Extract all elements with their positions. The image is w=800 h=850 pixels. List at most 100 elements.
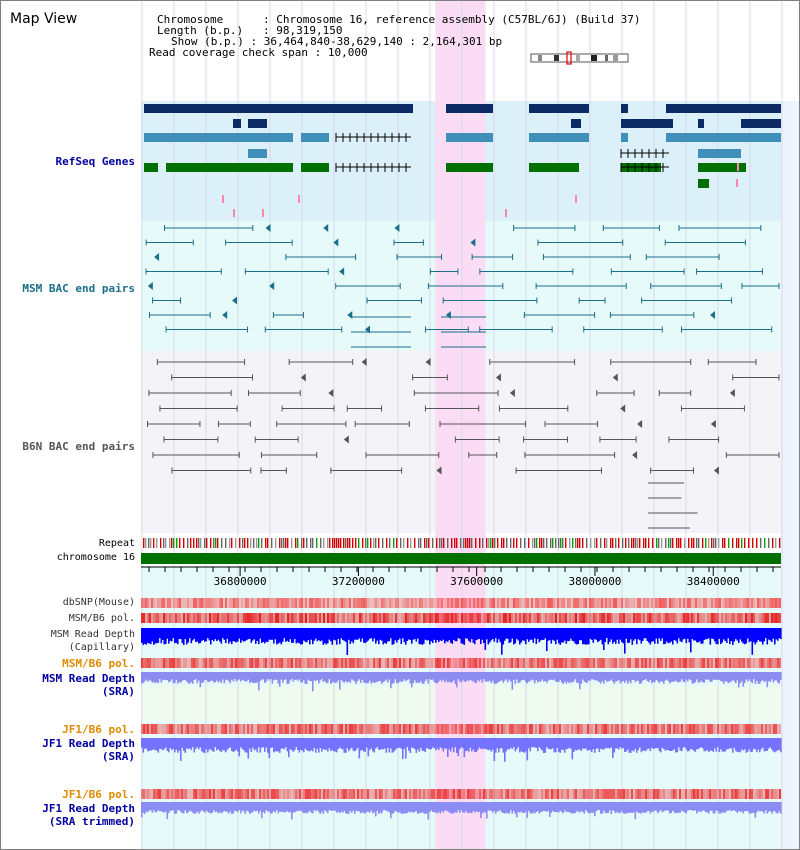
msm-b6-pol-strip [263, 613, 265, 623]
dbsnp-strip [673, 598, 675, 608]
dbsnp-strip [583, 598, 585, 608]
msm-read-depth-cap-bar [250, 628, 253, 643]
msm-read-depth-cap-bar [529, 628, 532, 640]
dbsnp-strip [541, 598, 543, 608]
track-label-msm-bac[interactable]: MSM BAC end pairs [22, 282, 135, 295]
msm-read-depth-sra-bar [480, 672, 482, 680]
jf1-b6-pol-strip [597, 724, 599, 734]
track-label-jf1-read-depth-trim: JF1 Read Depth [42, 802, 135, 815]
repeat-mark [696, 538, 698, 548]
msm-b6-pol-strip [307, 613, 309, 623]
repeat-mark [494, 538, 496, 548]
jf1-b6-pol-strip [227, 724, 229, 734]
msm-read-depth-sra-bar [223, 672, 226, 684]
msm-b6-pol-strip [309, 613, 311, 623]
msm-read-depth-cap-bar [321, 628, 323, 641]
jf1-read-depth-trim-bar [204, 802, 206, 813]
dbsnp-strip [581, 598, 583, 608]
dbsnp-strip [187, 598, 189, 608]
msm-read-depth-sra-bar [577, 672, 580, 684]
msm-b6-pol-strip [407, 613, 409, 623]
msm-read-depth-cap-bar [370, 628, 373, 639]
jf1-read-depth-bar [157, 738, 160, 753]
jf1-read-depth-trim-bar [199, 802, 202, 812]
msm-read-depth-sra-bar [522, 672, 524, 681]
msm-read-depth-sra-bar [328, 672, 331, 680]
jf1-read-depth-bar [282, 738, 284, 749]
msm-read-depth-cap-bar [204, 628, 206, 642]
jf1-b6-pol-strip [151, 724, 153, 734]
jf1-read-depth-bar [613, 738, 616, 753]
msm-b6-pol-sra-strip [303, 658, 305, 668]
jf1-b6-pol-strip [385, 724, 387, 734]
msm-b6-pol-sra-strip [479, 658, 481, 668]
dbsnp-strip [659, 598, 661, 608]
jf1-read-depth-trim-bar [639, 802, 641, 813]
msm-b6-pol-strip [333, 613, 335, 623]
jf1-read-depth-trim-bar [430, 802, 433, 811]
msm-read-depth-sra-bar [588, 672, 590, 681]
msm-read-depth-cap-bar [451, 628, 454, 644]
msm-b6-pol-sra-strip [727, 658, 729, 668]
msm-read-depth-sra-bar [217, 672, 220, 683]
dbsnp-strip [643, 598, 645, 608]
msm-b6-pol-strip [391, 613, 393, 623]
jf1-read-depth-bar [253, 738, 256, 751]
jf1-read-depth-trim-bar [774, 802, 776, 812]
jf1-read-depth-trim-bar [210, 802, 212, 814]
jf1-b6-pol-strip [723, 724, 725, 734]
jf1-b6-pol-trim-strip [283, 789, 285, 799]
msm-read-depth-sra-bar [552, 672, 554, 681]
msm-read-depth-cap-bar [148, 628, 151, 644]
jf1-b6-pol-strip [331, 724, 333, 734]
dbsnp-strip [289, 598, 291, 608]
msm-read-depth-cap-bar [694, 628, 697, 641]
gene-bar [301, 133, 329, 142]
jf1-b6-pol-trim-strip [617, 789, 619, 799]
dbsnp-strip [165, 598, 167, 608]
msm-b6-pol-strip [755, 613, 757, 623]
repeat-mark [672, 538, 674, 548]
msm-b6-pol-strip [187, 613, 189, 623]
repeat-mark [323, 538, 325, 548]
track-label-refseq[interactable]: RefSeq Genes [55, 155, 135, 168]
jf1-read-depth-bar [544, 738, 547, 753]
jf1-b6-pol-trim-strip [239, 789, 241, 799]
gene-mark [737, 163, 739, 171]
msm-b6-pol-strip [549, 613, 551, 623]
jf1-b6-pol-strip [497, 724, 499, 734]
msm-b6-pol-strip [335, 613, 337, 623]
msm-read-depth-cap-bar [322, 628, 325, 645]
jf1-b6-pol-trim-strip [693, 789, 695, 799]
msm-read-depth-sra-bar [445, 672, 448, 681]
jf1-b6-pol-strip [663, 724, 665, 734]
msm-b6-pol-sra-strip [309, 658, 311, 668]
msm-read-depth-cap-bar [502, 628, 505, 645]
axis-tick-label: 37200000 [332, 575, 385, 588]
msm-read-depth-cap-bar [229, 628, 232, 642]
msm-b6-pol-sra-strip [555, 658, 557, 668]
msm-read-depth-cap-bar [726, 628, 728, 643]
jf1-read-depth-trim-bar [720, 802, 722, 814]
jf1-read-depth-trim-bar [249, 802, 251, 814]
msm-read-depth-cap-bar [312, 628, 314, 645]
jf1-b6-pol-trim-strip [327, 789, 329, 799]
jf1-read-depth-bar [573, 738, 575, 753]
track-label-b6n-bac[interactable]: B6N BAC end pairs [22, 440, 135, 453]
jf1-read-depth-trim-bar [426, 802, 428, 814]
dbsnp-strip [413, 598, 415, 608]
dbsnp-strip [545, 598, 547, 608]
jf1-b6-pol-strip [547, 724, 549, 734]
jf1-b6-pol-trim-strip [325, 789, 327, 799]
jf1-b6-pol-trim-strip [297, 789, 299, 799]
jf1-b6-pol-trim-strip [449, 789, 451, 799]
msm-read-depth-sra-bar [477, 672, 479, 680]
msm-read-depth-sra-bar [295, 672, 298, 680]
jf1-read-depth-trim-bar [495, 802, 497, 814]
track-label-jf1-read-depth: JF1 Read Depth [42, 737, 135, 750]
jf1-b6-pol-strip [527, 724, 529, 734]
msm-read-depth-sra-bar [150, 672, 152, 681]
dbsnp-strip [639, 598, 641, 608]
msm-read-depth-sra-bar [733, 672, 736, 682]
